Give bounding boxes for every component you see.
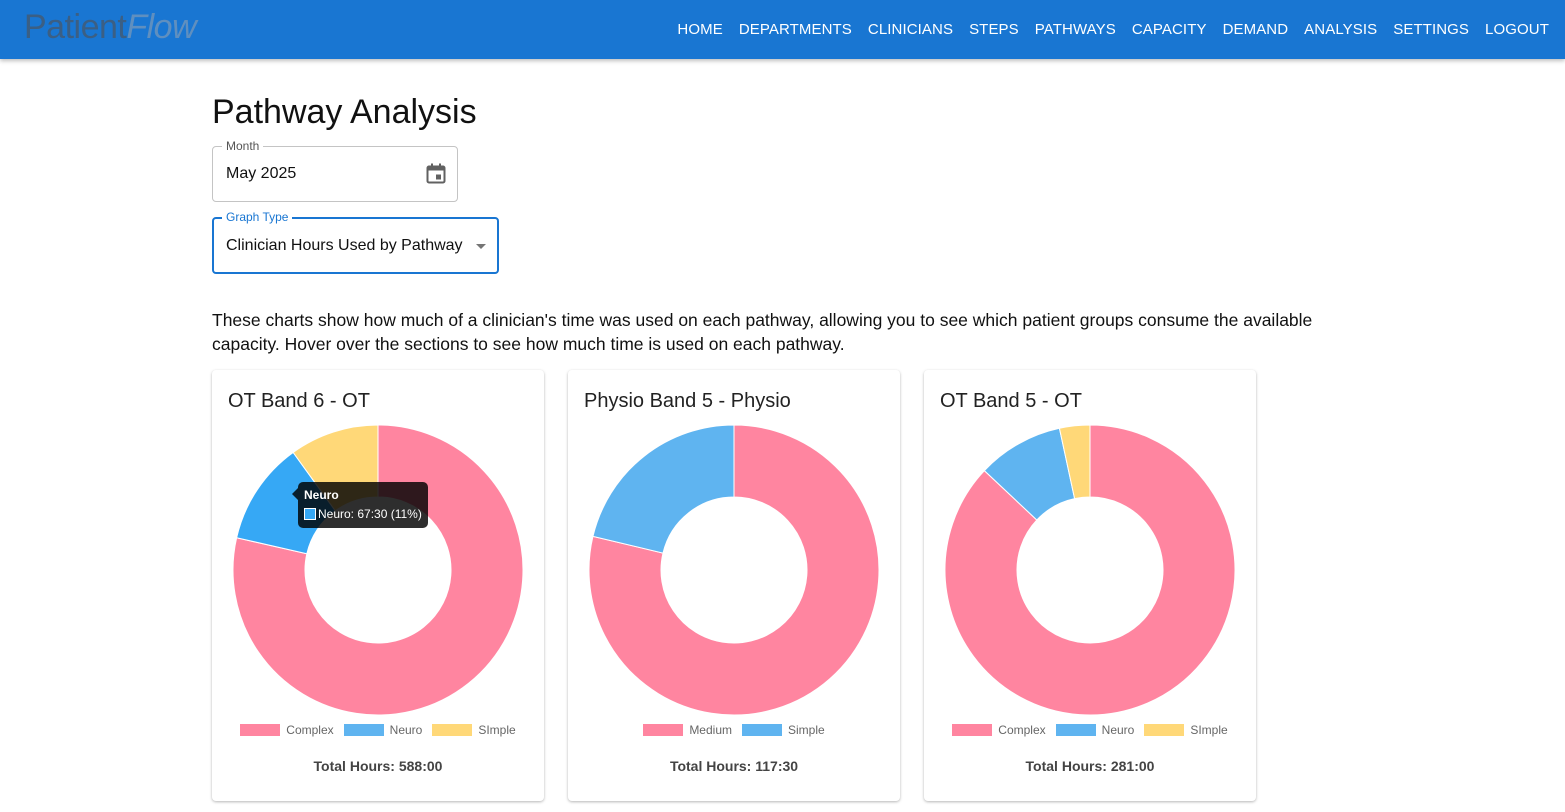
legend-item[interactable]: Medium	[643, 723, 732, 737]
legend-item[interactable]: Complex	[952, 723, 1046, 737]
chart-card-physio-band-5: Physio Band 5 - Physio Medium Simple Tot…	[568, 370, 900, 801]
legend-label: SImple	[478, 723, 516, 737]
slice-simple[interactable]	[1058, 425, 1091, 500]
donut-chart[interactable]	[945, 425, 1235, 715]
nav-home[interactable]: HOME	[677, 21, 723, 38]
nav-analysis[interactable]: ANALYSIS	[1304, 21, 1378, 38]
slice-simple[interactable]	[592, 425, 735, 554]
month-label: Month	[222, 139, 264, 153]
logo-text-patient: Patient	[24, 8, 127, 46]
tooltip-title: Neuro	[304, 488, 339, 502]
legend-label: Neuro	[1101, 723, 1135, 737]
chart-legend: Complex Neuro SImple	[924, 723, 1256, 737]
legend-swatch	[643, 724, 684, 736]
legend-swatch	[240, 724, 281, 736]
legend-swatch	[1144, 724, 1185, 736]
nav-settings[interactable]: SETTINGS	[1393, 21, 1470, 38]
legend-swatch	[1055, 724, 1096, 736]
graph-type-label: Graph Type	[222, 210, 293, 224]
legend-item[interactable]: SImple	[1144, 723, 1228, 737]
graph-type-value: Clinician Hours Used by Pathway	[226, 237, 463, 254]
month-picker[interactable]: Month May 2025	[212, 139, 458, 202]
donut-chart[interactable]	[233, 425, 523, 715]
legend-swatch	[343, 724, 384, 736]
app-bar: PatientFlow HOME DEPARTMENTS CLINICIANS …	[0, 0, 1565, 59]
legend-item[interactable]: Simple	[742, 723, 825, 737]
nav-demand[interactable]: DEMAND	[1222, 21, 1289, 38]
total-hours: Total Hours: 117:30	[669, 758, 799, 774]
chart-title: Physio Band 5 - Physio	[584, 390, 791, 412]
legend-label: Medium	[689, 723, 732, 737]
legend-item[interactable]: Neuro	[343, 723, 423, 737]
total-hours: Total Hours: 588:00	[313, 758, 443, 774]
nav-clinicians[interactable]: CLINICIANS	[867, 21, 954, 38]
legend-label: SImple	[1190, 723, 1228, 737]
legend-label: Neuro	[389, 723, 423, 737]
legend-item[interactable]: Neuro	[1055, 723, 1135, 737]
legend-swatch	[742, 724, 782, 736]
nav-steps[interactable]: STEPS	[969, 21, 1019, 38]
chart-title: OT Band 6 - OT	[228, 390, 370, 412]
legend-item[interactable]: SImple	[432, 723, 516, 737]
legend-item[interactable]: Complex	[240, 723, 334, 737]
description-text: These charts show how much of a clinicia…	[212, 310, 1313, 354]
tooltip-swatch	[304, 508, 316, 520]
graph-type-select[interactable]: Graph Type Clinician Hours Used by Pathw…	[212, 210, 499, 274]
legend-swatch	[432, 724, 473, 736]
legend-label: Simple	[788, 723, 825, 737]
chart-title: OT Band 5 - OT	[940, 390, 1082, 412]
donut-chart[interactable]	[589, 425, 879, 715]
tooltip-body: Neuro: 67:30 (11%)	[318, 507, 422, 521]
nav-pathways[interactable]: PATHWAYS	[1034, 21, 1116, 38]
logo[interactable]: PatientFlow	[24, 7, 197, 47]
calendar-icon[interactable]	[426, 163, 446, 185]
legend-swatch	[952, 724, 993, 736]
slice-complex[interactable]	[233, 425, 523, 715]
chevron-down-icon[interactable]	[476, 244, 486, 249]
month-value: May 2025	[226, 165, 297, 182]
page-title: Pathway Analysis	[212, 93, 477, 131]
total-hours: Total Hours: 281:00	[1025, 758, 1155, 774]
legend-label: Complex	[286, 723, 334, 737]
logo-text-flow: Flow	[126, 8, 197, 46]
top-nav: HOME DEPARTMENTS CLINICIANS STEPS PATHWA…	[669, 0, 1557, 59]
legend-label: Complex	[998, 723, 1046, 737]
chart-card-ot-band-6: OT Band 6 - OT Complex Neuro SImple Tota…	[212, 370, 544, 801]
chart-legend: Medium Simple	[568, 723, 900, 737]
slice-complex[interactable]	[945, 425, 1235, 715]
slice-medium[interactable]	[589, 425, 879, 715]
chart-card-ot-band-5: OT Band 5 - OT Complex Neuro SImple Tota…	[924, 370, 1256, 801]
nav-logout[interactable]: LOGOUT	[1485, 21, 1549, 38]
nav-capacity[interactable]: CAPACITY	[1131, 21, 1207, 38]
nav-departments[interactable]: DEPARTMENTS	[738, 21, 852, 38]
chart-legend: Complex Neuro SImple	[212, 723, 544, 737]
chart-tooltip: Neuro Neuro: 67:30 (11%)	[292, 482, 428, 528]
